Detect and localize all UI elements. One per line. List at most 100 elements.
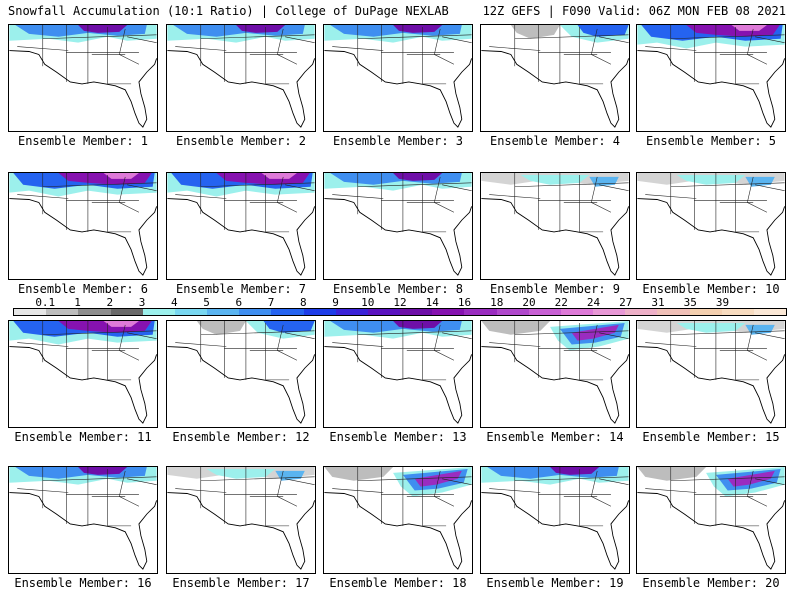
state-border bbox=[357, 34, 472, 40]
ensemble-map-panel bbox=[636, 24, 786, 132]
colorbar-swatch bbox=[560, 309, 594, 315]
snowfall-contour bbox=[393, 173, 443, 181]
state-border bbox=[670, 182, 785, 188]
ensemble-member-label: Ensemble Member: 3 bbox=[332, 134, 464, 148]
coastline bbox=[167, 346, 315, 424]
snowfall-contour bbox=[78, 467, 128, 475]
state-border bbox=[442, 184, 472, 191]
coastline bbox=[324, 346, 472, 424]
coastline bbox=[637, 346, 785, 424]
state-border bbox=[645, 342, 697, 347]
state-border bbox=[489, 194, 541, 199]
colorbar-tick-label: 8 bbox=[299, 296, 307, 309]
state-border bbox=[332, 46, 384, 51]
snowfall-map bbox=[9, 467, 157, 570]
colorbar-swatch bbox=[142, 309, 175, 315]
state-border bbox=[42, 330, 157, 336]
state-border bbox=[514, 34, 629, 40]
snowfall-contour bbox=[103, 321, 139, 327]
coastline bbox=[324, 198, 472, 276]
ensemble-map-panel bbox=[480, 24, 630, 132]
snowfall-map bbox=[167, 25, 315, 128]
coastline bbox=[324, 50, 472, 128]
colorbar-tick-label: 0.1 bbox=[35, 296, 56, 309]
snowfall-map bbox=[167, 173, 315, 276]
state-border bbox=[175, 194, 227, 199]
ensemble-map-panel bbox=[166, 466, 316, 574]
state-border bbox=[285, 36, 315, 43]
map-title: Snowfall Accumulation (10:1 Ratio) | Col… bbox=[8, 4, 449, 18]
snowfall-contour bbox=[577, 25, 629, 37]
ensemble-map-panel bbox=[166, 24, 316, 132]
colorbar-tick-labels: 0.1 1 2 3 4 5 6 7 8 9 10 12 14 16 18 20 22 24 27 31 35 39 bbox=[13, 296, 787, 309]
colorbar-swatch bbox=[174, 309, 208, 315]
state-border bbox=[357, 182, 472, 188]
colorbar-swatch bbox=[753, 309, 787, 315]
colorbar-tick-label: 18 bbox=[490, 296, 504, 309]
state-border bbox=[755, 36, 785, 43]
colorbar-tick-label: 14 bbox=[425, 296, 439, 309]
coastline bbox=[481, 492, 629, 570]
state-border bbox=[17, 194, 69, 199]
colorbar-tick-label: 10 bbox=[361, 296, 375, 309]
snowfall-map bbox=[167, 467, 315, 570]
state-border bbox=[599, 184, 629, 191]
snowfall-contour bbox=[520, 174, 590, 185]
coastline bbox=[167, 492, 315, 570]
state-border bbox=[599, 332, 629, 339]
state-border bbox=[514, 330, 629, 336]
state-border bbox=[332, 488, 384, 493]
colorbar-swatch bbox=[14, 309, 47, 315]
snowfall-contour bbox=[393, 321, 443, 329]
colorbar-tick-label: 24 bbox=[586, 296, 601, 309]
snowfall-contour bbox=[206, 468, 276, 479]
ensemble-member-label: Ensemble Member: 17 bbox=[172, 576, 310, 590]
snowfall-contour bbox=[78, 25, 128, 33]
state-border bbox=[17, 488, 69, 493]
colorbar-swatch bbox=[689, 309, 722, 315]
ensemble-member-label: Ensemble Member: 2 bbox=[175, 134, 307, 148]
ensemble-map-panel bbox=[8, 24, 158, 132]
state-border bbox=[442, 332, 472, 339]
ensemble-map-panel bbox=[636, 172, 786, 280]
state-border bbox=[755, 332, 785, 339]
coastline bbox=[9, 346, 157, 424]
colorbar-tick-label: 7 bbox=[267, 296, 275, 309]
snowfall-contour bbox=[676, 322, 746, 333]
state-border bbox=[42, 476, 157, 482]
ensemble-map-panel bbox=[323, 466, 473, 574]
coastline bbox=[481, 50, 629, 128]
snowfall-contour bbox=[481, 321, 551, 335]
ensemble-member-label: Ensemble Member: 9 bbox=[489, 282, 621, 296]
state-border bbox=[489, 46, 541, 51]
snowfall-contour bbox=[275, 470, 305, 481]
coastline bbox=[481, 346, 629, 424]
colorbar-tick-label: 22 bbox=[554, 296, 568, 309]
coastline bbox=[637, 198, 785, 276]
state-border bbox=[127, 184, 157, 191]
state-border bbox=[127, 332, 157, 339]
snowfall-map bbox=[637, 173, 785, 276]
colorbar-swatch bbox=[367, 309, 401, 315]
state-border bbox=[175, 342, 227, 347]
ensemble-map-panel bbox=[8, 320, 158, 428]
colorbar-tick-label: 4 bbox=[170, 296, 178, 309]
ensemble-member-label: Ensemble Member: 11 bbox=[14, 430, 152, 444]
colorbar-swatch bbox=[239, 309, 272, 315]
snowfall-contour bbox=[196, 321, 246, 335]
state-border bbox=[670, 330, 785, 336]
colorbar-swatch bbox=[46, 309, 79, 315]
ensemble-map-panel bbox=[323, 24, 473, 132]
colorbar-swatch bbox=[335, 309, 368, 315]
colorbar-swatch bbox=[721, 309, 754, 315]
snowfall-contour bbox=[745, 324, 775, 335]
colorbar-tick-label: 16 bbox=[457, 296, 472, 309]
coastline bbox=[167, 50, 315, 128]
ensemble-map-panel bbox=[8, 172, 158, 280]
ensemble-member-label: Ensemble Member: 20 bbox=[642, 576, 780, 590]
colorbar-tick-label: 2 bbox=[106, 296, 114, 309]
snowfall-contour bbox=[236, 25, 286, 33]
colorbar-swatch bbox=[657, 309, 690, 315]
coastline bbox=[9, 492, 157, 570]
state-border bbox=[489, 342, 541, 347]
